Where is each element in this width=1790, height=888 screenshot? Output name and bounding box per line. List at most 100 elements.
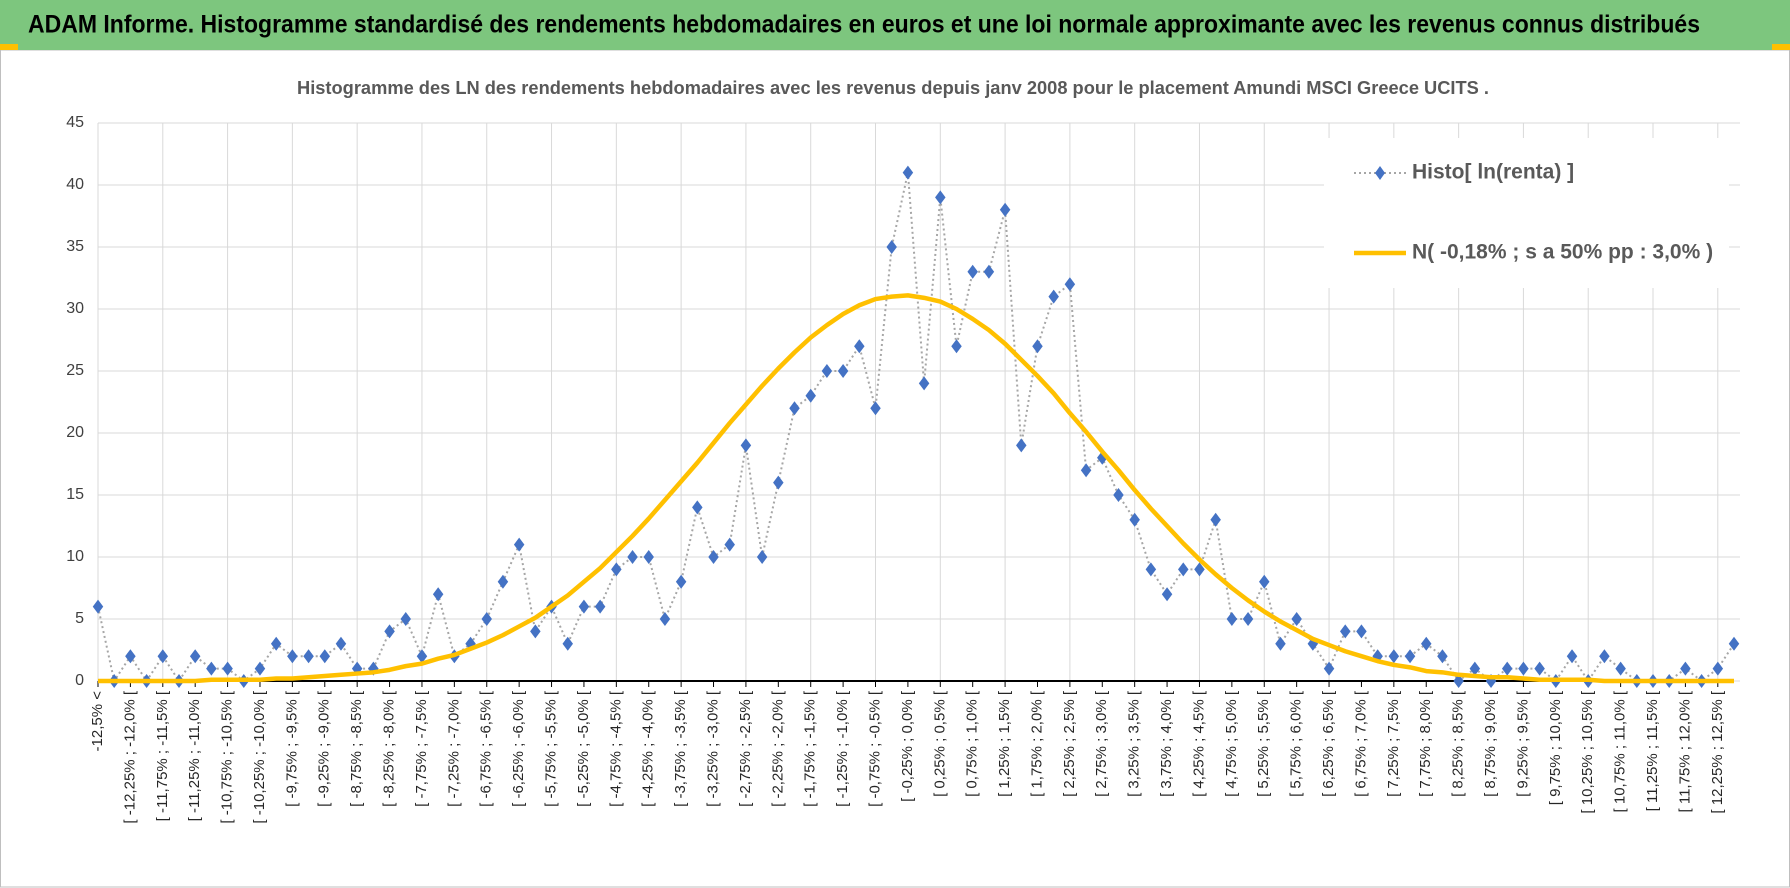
- x-tick-label: [ -9,25% ; -9,0% [: [316, 690, 333, 807]
- data-point: [1113, 488, 1124, 502]
- data-point: [935, 190, 946, 205]
- x-tick-label: [ -2,75% ; -2,5% [: [737, 690, 754, 807]
- data-point: [967, 264, 978, 279]
- data-point: [1291, 612, 1302, 626]
- y-tick-label: 45: [66, 114, 84, 131]
- chart-subtitle: Histogramme des LN des rendements hebdom…: [297, 78, 1489, 98]
- x-tick-label: [ -10,75% ; -10,5% [: [219, 690, 236, 823]
- x-tick-label: [ -5,75% ; -5,5% [: [543, 690, 560, 807]
- data-point: [384, 624, 395, 639]
- data-point: [270, 636, 282, 651]
- x-tick-label: [ 6,25% ; 6,5% [: [1320, 690, 1337, 797]
- data-point: [1048, 289, 1059, 304]
- y-tick-label: 15: [66, 486, 84, 503]
- y-tick-label: 30: [66, 300, 84, 317]
- x-tick-label: [ 4,25% ; 4,5% [: [1190, 690, 1207, 797]
- legend-label: N( -0,18% ; s a 50% pp : 3,0% ): [1412, 241, 1713, 264]
- x-tick-label: [ -2,25% ; -2,0% [: [769, 690, 786, 807]
- data-point: [1420, 636, 1432, 651]
- x-tick-label: [ -12,25% ; -12,0% [: [121, 690, 138, 823]
- data-point: [578, 599, 590, 614]
- x-tick-label: -12,5% <: [89, 691, 106, 752]
- x-tick-label: [ 1,75% ; 2,0% [: [1028, 690, 1045, 797]
- data-point: [1615, 661, 1626, 676]
- data-point: [157, 649, 169, 664]
- data-point: [675, 574, 687, 589]
- x-tick-label: [ 12,25% ; 12,5% [: [1709, 690, 1726, 813]
- data-point: [481, 612, 493, 626]
- page-title: ADAM Informe. Histogramme standardisé de…: [28, 11, 1700, 39]
- x-tick-label: [ 6,75% ; 7,0% [: [1352, 690, 1369, 797]
- x-tick-label: [ -3,75% ; -3,5% [: [672, 690, 689, 807]
- data-point: [530, 624, 541, 639]
- x-tick-label: [ -11,75% ; -11,5% [: [154, 690, 171, 821]
- x-tick-label: [ -7,25% ; -7,0% [: [445, 690, 462, 807]
- data-point: [756, 550, 768, 564]
- corner: [0, 44, 18, 50]
- data-point: [400, 612, 412, 626]
- x-tick-label: [ -6,75% ; -6,5% [: [478, 690, 495, 807]
- x-tick-label: [ 10,25% ; 10,5% [: [1579, 690, 1596, 813]
- data-point: [983, 264, 995, 279]
- data-point: [1178, 562, 1189, 577]
- data-point: [1323, 661, 1335, 676]
- x-tick-label: [ -4,75% ; -4,5% [: [607, 690, 624, 807]
- data-point: [416, 649, 428, 664]
- data-point: [902, 165, 914, 180]
- data-point: [222, 661, 233, 676]
- data-point: [1728, 636, 1740, 651]
- data-point: [1453, 674, 1464, 688]
- data-point: [1259, 574, 1270, 589]
- x-tick-label: [ 7,25% ; 7,5% [: [1385, 690, 1402, 797]
- data-point: [821, 364, 833, 378]
- data-point: [1145, 562, 1157, 577]
- data-point: [1339, 624, 1351, 639]
- data-point: [1680, 661, 1691, 676]
- x-tick-label: [ -6,25% ; -6,0% [: [510, 690, 527, 807]
- x-tick-label: [ -1,25% ; -1,0% [: [834, 690, 851, 807]
- data-point: [1388, 649, 1400, 664]
- legend-box: [1324, 138, 1729, 288]
- data-point: [287, 649, 298, 664]
- x-tick-label: [ 11,75% ; 12,0% [: [1676, 690, 1693, 812]
- data-point: [1161, 587, 1173, 602]
- data-point: [886, 240, 897, 254]
- x-tick-label: [ 7,75% ; 8,0% [: [1417, 690, 1434, 797]
- data-point: [1080, 463, 1092, 478]
- data-point: [303, 649, 314, 664]
- y-tick-label: 10: [66, 548, 84, 565]
- x-tick-label: [ 8,75% ; 9,0% [: [1482, 690, 1499, 797]
- data-point: [1469, 661, 1481, 676]
- x-tick-label: [ 10,75% ; 11,0% [: [1612, 690, 1629, 812]
- data-point: [724, 537, 735, 552]
- data-point: [1016, 438, 1027, 453]
- x-tick-label: [ 0,75% ; 1,0% [: [964, 690, 981, 797]
- data-point: [789, 401, 800, 416]
- x-tick-label: [ 5,25% ; 5,5% [: [1255, 690, 1272, 797]
- legend-marker: [1375, 166, 1385, 180]
- data-point: [740, 438, 752, 453]
- data-point: [513, 537, 525, 552]
- data-point: [1356, 624, 1367, 639]
- data-point: [643, 550, 654, 564]
- y-tick-label: 5: [75, 610, 84, 627]
- x-tick-label: [ -5,25% ; -5,0% [: [575, 690, 592, 807]
- header-bar: [0, 0, 1790, 50]
- data-point: [206, 661, 217, 676]
- x-tick-label: [ -7,75% ; -7,5% [: [413, 690, 430, 807]
- data-point: [562, 636, 573, 651]
- x-tick-label: [ 5,75% ; 6,0% [: [1288, 690, 1305, 797]
- data-point: [1534, 661, 1545, 676]
- x-tick-label: [ 8,25% ; 8,5% [: [1450, 690, 1467, 797]
- x-tick-label: [ 3,25% ; 3,5% [: [1126, 690, 1143, 797]
- data-point: [999, 202, 1011, 217]
- data-point: [1275, 636, 1286, 651]
- data-point: [1437, 649, 1448, 664]
- data-point: [1210, 512, 1221, 527]
- data-point: [627, 550, 638, 564]
- x-tick-label: [ 2,75% ; 3,0% [: [1093, 690, 1110, 797]
- x-tick-label: [ -8,25% ; -8,0% [: [381, 690, 398, 807]
- data-point: [611, 562, 622, 577]
- data-point: [432, 587, 444, 602]
